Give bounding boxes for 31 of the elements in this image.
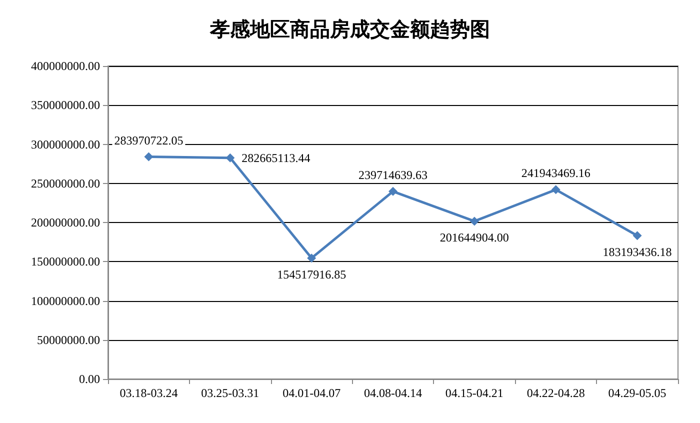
y-tick-label: 50000000.00 bbox=[37, 332, 100, 347]
x-tick-label: 04.22-04.28 bbox=[526, 386, 585, 400]
y-tick-label: 200000000.00 bbox=[31, 216, 100, 230]
point bbox=[470, 216, 479, 226]
data-label: 283970722.05 bbox=[114, 133, 184, 148]
x-tick-label: 03.25-03.31 bbox=[201, 386, 260, 400]
x-tick-label: 04.29-05.05 bbox=[608, 386, 666, 400]
point bbox=[144, 152, 154, 162]
y-tick-label: 350000000.00 bbox=[31, 98, 100, 112]
y-tick-label: 300000000.00 bbox=[31, 137, 100, 152]
y-tick-label: 250000000.00 bbox=[31, 176, 100, 190]
x-tick-label: 04.01-04.07 bbox=[282, 386, 341, 400]
x-tick-label: 04.08-04.14 bbox=[364, 386, 422, 400]
y-tick-label: 0.00 bbox=[79, 372, 100, 386]
data-label: 282665113.44 bbox=[242, 150, 310, 165]
data-label: 183193436.18 bbox=[602, 245, 672, 260]
point bbox=[307, 254, 316, 263]
x-tick-label: 03.18-03.24 bbox=[120, 386, 178, 400]
point bbox=[388, 186, 398, 196]
point bbox=[632, 231, 642, 240]
x-tick-label: 04.15-04.21 bbox=[445, 386, 504, 400]
data-label: 201644904.00 bbox=[440, 230, 509, 245]
data-label: 241943469.16 bbox=[521, 166, 590, 180]
y-tick-label: 400000000.00 bbox=[31, 59, 100, 73]
data-label: 239714639.63 bbox=[358, 168, 428, 182]
y-tick-label: 100000000.00 bbox=[31, 294, 100, 308]
data-label: 154517916.85 bbox=[277, 268, 346, 282]
point bbox=[226, 153, 235, 162]
point bbox=[551, 185, 560, 194]
chart-title: 孝感地区商品房成交金额趋势图 bbox=[209, 17, 490, 41]
y-tick-label: 150000000.00 bbox=[31, 254, 100, 269]
